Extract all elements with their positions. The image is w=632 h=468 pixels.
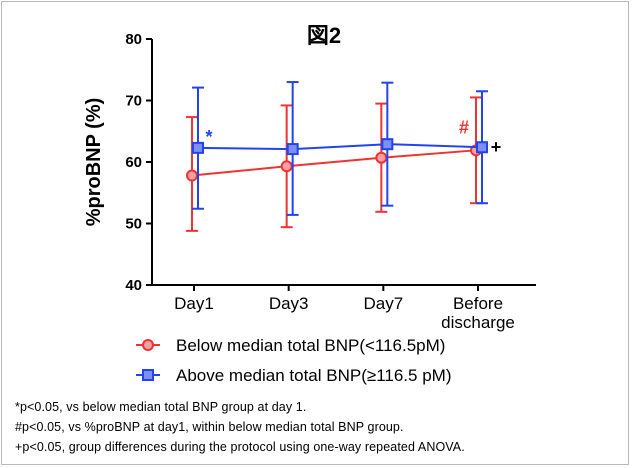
x-tick-label-0: Day1 <box>174 294 214 313</box>
x-tick-label-2: Day7 <box>363 294 403 313</box>
x-tick-label-1: Day3 <box>269 294 309 313</box>
legend-marker-1 <box>142 369 154 381</box>
point-s0-2 <box>375 151 388 164</box>
point-s0-0 <box>186 169 198 182</box>
y-tick-label-80: 80 <box>125 31 142 48</box>
y-tick-label-50: 50 <box>125 216 142 233</box>
footnote-hash: #p<0.05, vs %proBNP at day1, within belo… <box>15 420 404 434</box>
series-line-0 <box>191 149 477 177</box>
chart: 図2 %proBNP (%) 40 50 60 70 80 Day1 Day3 Day7 Befor… <box>83 23 536 385</box>
annotation-0: * <box>205 127 212 147</box>
chart-title: 図2 <box>307 23 341 48</box>
point-s1-2 <box>381 138 394 151</box>
y-tick-label-70: 70 <box>125 93 142 110</box>
x-tick-label-3: Before discharge <box>441 294 515 332</box>
y-tick-label-60: 60 <box>125 154 142 171</box>
legend-label-1: Above median total BNP(≥116.5 pM) <box>176 366 452 385</box>
legend-marker-0 <box>142 339 154 351</box>
footnote-plus: +p<0.05, group differences during the pr… <box>15 440 465 454</box>
series-line-1 <box>197 143 483 151</box>
point-s0-1 <box>280 160 293 173</box>
legend-label-0: Below median total BNP(<116.5pM) <box>176 336 445 355</box>
y-axis-label: %proBNP (%) <box>83 98 105 227</box>
point-s1-0 <box>192 141 204 154</box>
annotation-1: # <box>459 117 469 137</box>
point-s1-1 <box>286 143 299 156</box>
y-tick-label-40: 40 <box>125 277 142 294</box>
annotation-2: + <box>491 137 502 157</box>
footnote-star: *p<0.05, vs below median total BNP group… <box>15 400 307 414</box>
point-s1-3 <box>476 141 488 154</box>
